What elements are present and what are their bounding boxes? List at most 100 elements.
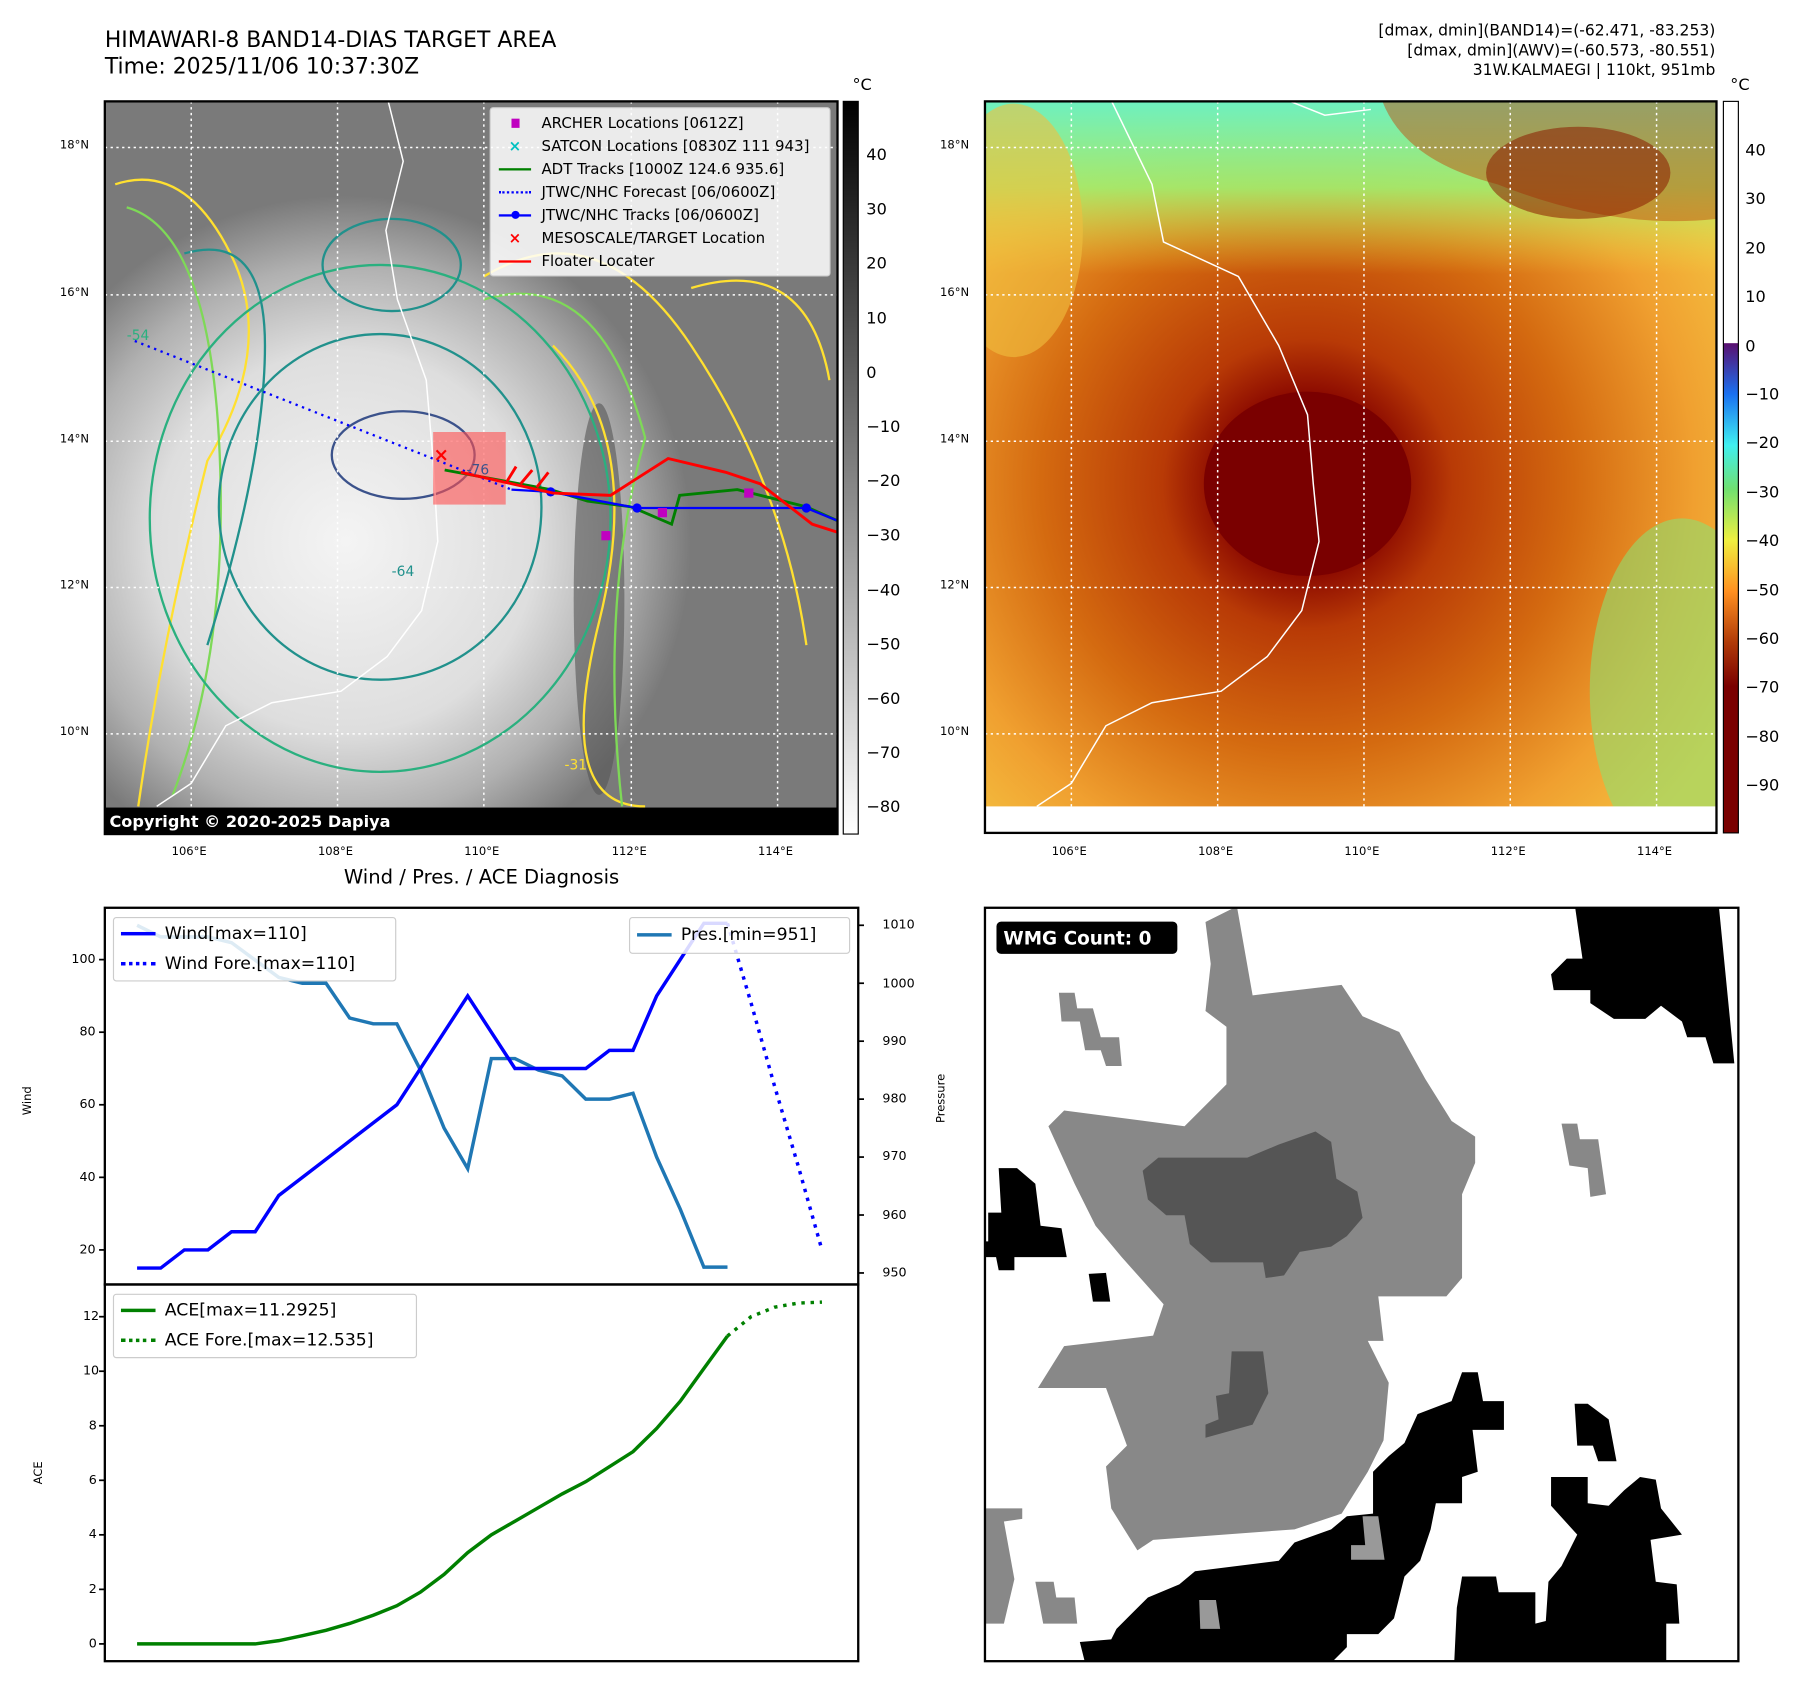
- colorbar-tick: −20: [1745, 434, 1780, 454]
- coastline: [156, 101, 439, 808]
- line-icon: [498, 168, 533, 171]
- lon-label: 112°E: [611, 845, 647, 859]
- colorbar-tick: −60: [866, 690, 901, 709]
- wind-tick-label: 80: [79, 1024, 96, 1040]
- pressure-tick-label: 990: [882, 1033, 907, 1049]
- awv-range: [dmax, dmin](AWV)=(-60.573, -80.551): [1407, 41, 1716, 60]
- lon-label: 114°E: [1636, 845, 1673, 859]
- right-colorbar: [1722, 100, 1739, 834]
- coastline: [1036, 101, 1320, 808]
- time-line: Time: 2025/11/06 10:37:30Z: [104, 54, 420, 80]
- copyright-text: Copyright © 2020-2025 Dapiya: [109, 812, 390, 831]
- legend-label: ACE[max=11.2925]: [164, 1299, 337, 1321]
- title-line: HIMAWARI-8 BAND14-DIAS TARGET AREA: [104, 27, 557, 53]
- storm-summary: 31W.KALMAEGI | 110kt, 951mb: [1472, 61, 1716, 80]
- legend-archer: ARCHER Locations [0612Z]: [491, 112, 830, 135]
- legend-floater: Floater Locater: [491, 250, 830, 273]
- lat-label: 14°N: [59, 433, 89, 446]
- mesoscale-target-marker: ×: [433, 445, 448, 466]
- colorbar-tick: −60: [1745, 630, 1780, 649]
- lat-label: 14°N: [940, 433, 970, 446]
- lat-label: 12°N: [940, 579, 970, 593]
- jtwc-forecast-track: [134, 339, 512, 491]
- colorbar-tick: −50: [866, 635, 901, 655]
- right-colorbar-unit: °C: [1730, 76, 1750, 95]
- figure-title: HIMAWARI-8 BAND14-DIAS TARGET AREA Time:…: [105, 28, 556, 81]
- map-legend: ARCHER Locations [0612Z] × SATCON Locatio…: [489, 107, 831, 277]
- colorbar-tick: −30: [866, 526, 901, 546]
- diagnosis-title: Wind / Pres. / ACE Diagnosis: [343, 866, 620, 890]
- lon-label: 108°E: [1198, 845, 1234, 859]
- line-dot-icon: [498, 210, 533, 219]
- wmg-count-label: WMG Count: 0: [1003, 929, 1151, 950]
- legend-label: SATCON Locations [0830Z 111 943]: [541, 137, 810, 155]
- lat-label: 18°N: [59, 139, 89, 153]
- line-icon: [120, 1308, 156, 1312]
- legend-label: ACE Fore.[max=12.535]: [164, 1329, 374, 1351]
- adt-track: [444, 468, 838, 527]
- pressure-tick-label: 980: [882, 1091, 907, 1107]
- legend-jtwc-tracks: JTWC/NHC Tracks [06/0600Z]: [491, 204, 830, 227]
- lat-label: 16°N: [940, 286, 970, 300]
- pressure-tick-label: 1000: [882, 975, 915, 991]
- pressure-tick-label: 1010: [882, 917, 915, 933]
- ace-tick-label: 2: [88, 1581, 97, 1597]
- colorbar-tick: 40: [1745, 141, 1766, 161]
- colorbar-tick: 40: [866, 146, 887, 165]
- ace-tick-label: 6: [88, 1472, 97, 1488]
- lon-label: 112°E: [1490, 845, 1526, 859]
- lon-label: 110°E: [464, 845, 500, 859]
- ace-legend: ACE[max=11.2925] ACE Fore.[max=12.535]: [112, 1293, 418, 1359]
- wind-line: [137, 921, 728, 1270]
- line-icon: [637, 932, 672, 936]
- left-colorbar: [842, 100, 859, 835]
- colorbar-tick: −90: [1745, 776, 1780, 796]
- square-marker-icon: [498, 118, 533, 128]
- colorbar-tick: 0: [866, 363, 877, 383]
- floater-locater: [460, 456, 838, 534]
- storm-info: [dmax, dmin](BAND14)=(-62.471, -83.253) …: [1378, 22, 1715, 81]
- pressure-axis-label: Pressure: [935, 1073, 948, 1124]
- awv-imagery: [984, 101, 1717, 833]
- legend-label: Wind[max=110]: [164, 922, 307, 944]
- wmg-panel: WMG Count: 0: [983, 906, 1740, 1663]
- pressure-legend: Pres.[min=951]: [628, 916, 851, 954]
- colorbar-tick: −80: [866, 798, 901, 818]
- ace-tick-label: 0: [88, 1635, 97, 1651]
- jtwc-track-points: [546, 487, 812, 513]
- lon-label: 106°E: [1051, 845, 1087, 859]
- contour-label: -54: [127, 328, 150, 344]
- legend-label: ADT Tracks [1000Z 124.6 935.6]: [541, 160, 785, 178]
- band14-range: [dmax, dmin](BAND14)=(-62.471, -83.253): [1378, 21, 1716, 41]
- wind-forecast-line: [725, 922, 824, 1251]
- contour-label: -76: [467, 463, 490, 479]
- lat-label: 12°N: [59, 579, 89, 593]
- colorbar-tick: −30: [1745, 483, 1780, 503]
- legend-label: JTWC/NHC Forecast [06/0600Z]: [541, 183, 776, 202]
- target-area-box: [433, 431, 506, 505]
- lat-label: 16°N: [59, 286, 89, 300]
- line-icon: [120, 931, 156, 935]
- colorbar-tick: 30: [866, 200, 887, 220]
- legend-satcon: × SATCON Locations [0830Z 111 943]: [491, 135, 830, 158]
- ace-axes: [103, 1283, 860, 1663]
- colorbar-tick: −40: [1745, 532, 1780, 551]
- colorbar-tick: 30: [1745, 190, 1766, 209]
- contour-label: -31: [564, 758, 587, 774]
- wind-tick-label: 40: [79, 1169, 96, 1185]
- colorbar-tick: 10: [866, 309, 887, 328]
- lat-label: 18°N: [940, 139, 970, 153]
- lon-label: 108°E: [317, 845, 353, 859]
- colorbar-tick: 10: [1745, 288, 1766, 307]
- colorbar-tick: −40: [866, 581, 901, 600]
- left-colorbar-unit: °C: [852, 76, 872, 95]
- lon-label: 114°E: [758, 845, 794, 859]
- floater-barbs: [505, 465, 550, 489]
- colorbar-tick: −50: [1745, 581, 1780, 600]
- ace-tick-label: 8: [88, 1417, 97, 1433]
- legend-label: Floater Locater: [541, 252, 655, 271]
- colorbar-tick: −80: [1745, 727, 1780, 747]
- pressure-tick-label: 950: [882, 1264, 907, 1280]
- wind-tick-label: 20: [79, 1241, 96, 1257]
